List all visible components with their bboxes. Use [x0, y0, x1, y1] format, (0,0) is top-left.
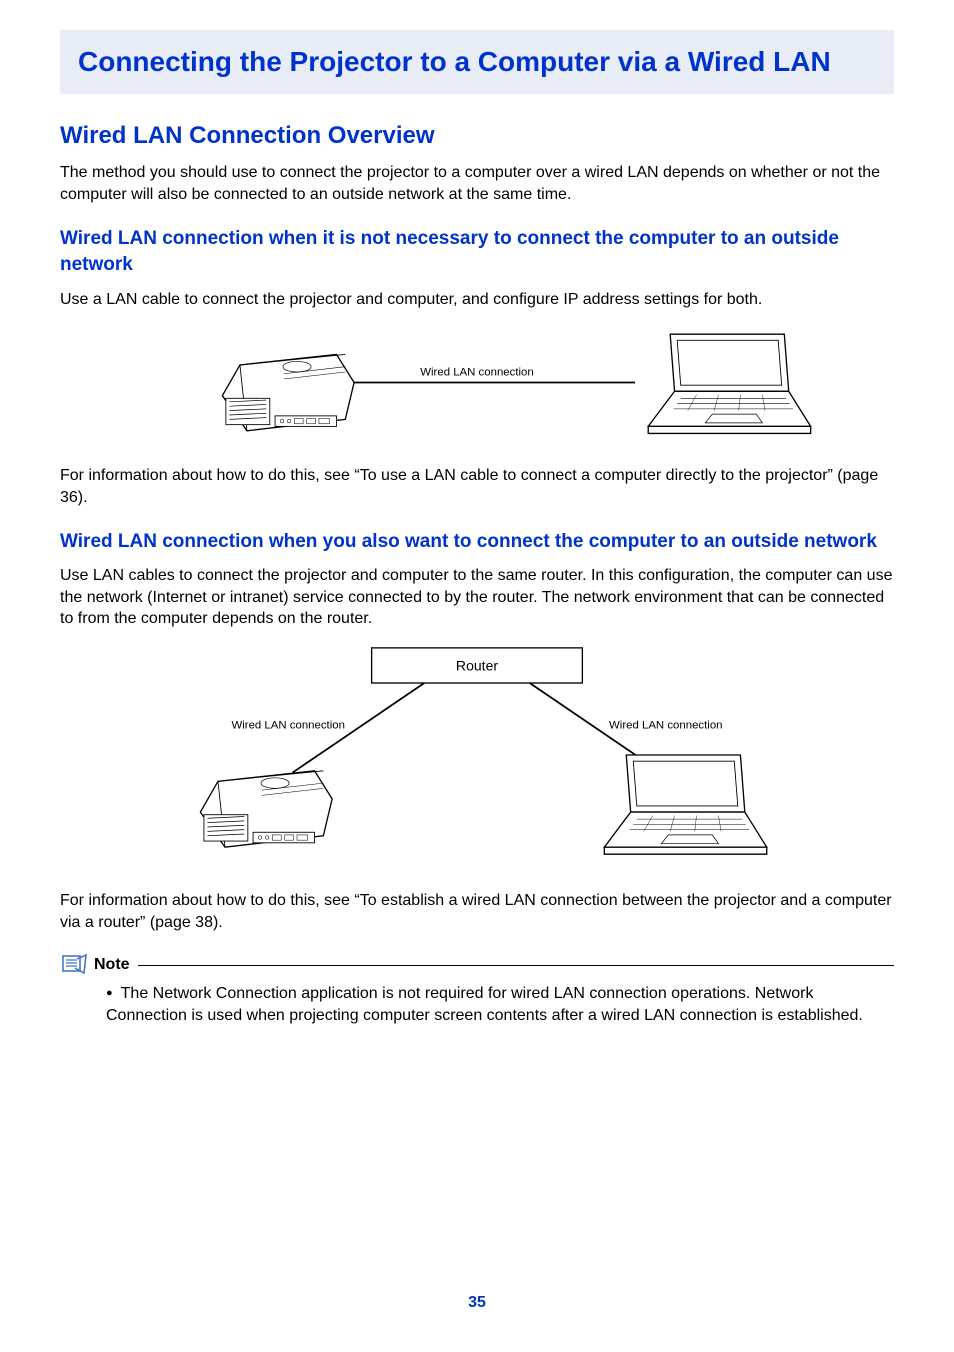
sub2-followup: For information about how to do this, se…: [60, 890, 894, 933]
title-banner: Connecting the Projector to a Computer v…: [60, 30, 894, 94]
router-label: Router: [456, 658, 498, 674]
diagram-router-connection: Router Wired LAN connection Wired LAN co…: [60, 640, 894, 870]
laptop-icon: [604, 755, 766, 854]
note-icon: [60, 953, 88, 977]
section-heading: Wired LAN Connection Overview: [60, 122, 894, 150]
note-block: Note The Network Connection application …: [60, 953, 894, 1026]
page-title: Connecting the Projector to a Computer v…: [78, 44, 876, 80]
note-label: Note: [94, 956, 130, 974]
sub1-body: Use a LAN cable to connect the projector…: [60, 289, 894, 311]
diagram1-conn-label: Wired LAN connection: [420, 367, 533, 379]
laptop-icon: [648, 335, 810, 434]
sub2-heading: Wired LAN connection when you also want …: [60, 529, 894, 556]
diagram-direct-connection: Wired LAN connection: [60, 320, 894, 445]
note-item: The Network Connection application is no…: [106, 983, 894, 1026]
diagram2-left-label: Wired LAN connection: [231, 720, 344, 732]
sub1-followup: For information about how to do this, se…: [60, 465, 894, 508]
projector-icon: [222, 355, 354, 431]
note-body: The Network Connection application is no…: [60, 983, 894, 1026]
section-intro: The method you should use to connect the…: [60, 162, 894, 205]
page-number: 35: [0, 1294, 954, 1312]
sub2-body: Use LAN cables to connect the projector …: [60, 565, 894, 630]
note-divider: [138, 965, 894, 966]
diagram2-right-label: Wired LAN connection: [609, 720, 722, 732]
projector-icon: [200, 771, 332, 847]
sub1-heading: Wired LAN connection when it is not nece…: [60, 226, 894, 279]
